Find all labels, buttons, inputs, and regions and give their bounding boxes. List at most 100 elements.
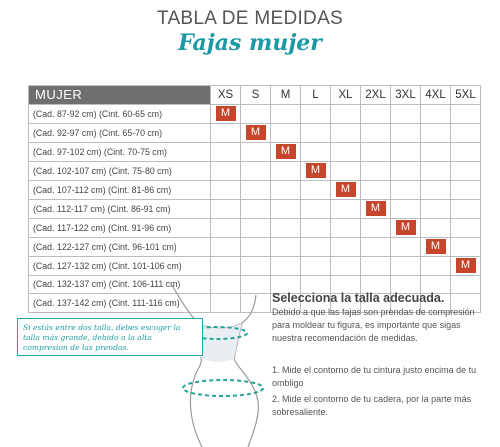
table-row: (Cad. 102-107 cm) (Cint. 75-80 cm) M xyxy=(28,160,481,181)
instructions-heading: Selecciona la talla adecuada. xyxy=(272,291,445,305)
size-cell xyxy=(450,141,481,162)
size-cell xyxy=(300,198,331,219)
table-row: (Cad. 127-132 cm) (Cint. 101-106 cm) M xyxy=(28,255,481,276)
hip-measure-line xyxy=(182,379,264,397)
size-cell xyxy=(240,217,271,238)
size-cell xyxy=(390,179,421,200)
size-cell xyxy=(420,103,451,124)
measurement-label: (Cad. 87-92 cm) (Cint. 60-65 cm) xyxy=(28,103,211,124)
size-cell xyxy=(240,236,271,257)
size-cell xyxy=(390,103,421,124)
size-cell xyxy=(420,217,451,238)
size-advice-text: Si estás entre dos talla, debes escoger … xyxy=(23,323,181,352)
size-cell xyxy=(390,160,421,181)
size-match-marker: M xyxy=(395,219,416,235)
size-cell xyxy=(330,255,361,276)
size-cell xyxy=(390,198,421,219)
size-match-marker: M xyxy=(455,257,476,273)
size-header-4xl: 4XL xyxy=(420,85,451,105)
table-row: (Cad. 132-137 cm) (Cint. 106-111 cm) xyxy=(28,274,481,294)
size-cell xyxy=(240,255,271,276)
size-cell xyxy=(450,179,481,200)
size-header-5xl: 5XL xyxy=(450,85,481,105)
size-cell xyxy=(240,179,271,200)
measurement-label: (Cad. 107-112 cm) (Cint. 81-86 cm) xyxy=(28,179,211,200)
measurement-label: (Cad. 92-97 cm) (Cint. 65-70 cm) xyxy=(28,122,211,143)
size-cell xyxy=(330,217,361,238)
size-cell xyxy=(210,236,241,257)
table-row: (Cad. 122-127 cm) (Cint. 96-101 cm) M xyxy=(28,236,481,257)
size-cell xyxy=(360,179,391,200)
size-cell xyxy=(450,236,481,257)
size-cell xyxy=(270,179,301,200)
table-row: (Cad. 87-92 cm) (Cint. 60-65 cm) M xyxy=(28,103,481,124)
size-header-m: M xyxy=(270,85,301,105)
measurement-label: (Cad. 102-107 cm) (Cint. 75-80 cm) xyxy=(28,160,211,181)
size-cell xyxy=(330,160,361,181)
size-cell xyxy=(390,141,421,162)
body-right-outline xyxy=(233,294,259,447)
size-cell xyxy=(240,160,271,181)
size-cell xyxy=(390,255,421,276)
size-cell xyxy=(210,141,241,162)
size-cell: M xyxy=(360,198,391,219)
size-cell xyxy=(210,122,241,143)
instructions-step-hip: 2. Mide el contorno de tu cadera, por la… xyxy=(272,394,472,418)
page-title: TABLA DE MEDIDAS xyxy=(156,8,344,29)
size-cell xyxy=(390,122,421,143)
size-cell xyxy=(270,255,301,276)
table-row: (Cad. 117-122 cm) (Cint. 91-96 cm) M xyxy=(28,217,481,238)
size-cell xyxy=(210,217,241,238)
size-cell: M xyxy=(270,141,301,162)
size-cell xyxy=(210,179,241,200)
size-match-marker: M xyxy=(275,143,296,159)
size-cell xyxy=(420,179,451,200)
size-cell xyxy=(420,122,451,143)
instructions-intro: Debido a que las fajas son prendas de co… xyxy=(272,307,475,344)
size-cell xyxy=(300,103,331,124)
size-cell xyxy=(360,236,391,257)
size-cell xyxy=(300,255,331,276)
size-cell xyxy=(450,103,481,124)
size-header-2xl: 2XL xyxy=(360,85,391,105)
measurement-label: (Cad. 112-117 cm) (Cint. 86-91 cm) xyxy=(28,198,211,219)
instructions-step-waist: 1. Mide el contorno de tu cintura justo … xyxy=(272,365,477,389)
table-row: (Cad. 97-102 cm) (Cint. 70-75 cm) M xyxy=(28,141,481,162)
table-row: (Cad. 107-112 cm) (Cint. 81-86 cm) M xyxy=(28,179,481,200)
size-cell xyxy=(390,236,421,257)
size-match-marker: M xyxy=(305,162,326,178)
size-cell xyxy=(360,217,391,238)
size-cell xyxy=(330,141,361,162)
size-cell: M xyxy=(420,236,451,257)
size-header-3xl: 3XL xyxy=(390,85,421,105)
size-cell xyxy=(300,236,331,257)
table-row: (Cad. 112-117 cm) (Cint. 86-91 cm) M xyxy=(28,198,481,219)
size-cell xyxy=(210,160,241,181)
size-cell xyxy=(270,160,301,181)
waist-measure-line xyxy=(186,326,248,340)
size-chart-table: MUJER XS S M L XL 2XL 3XL 4XL 5XL (Cad. 87-92 cm… xyxy=(28,85,481,313)
size-cell xyxy=(210,255,241,276)
size-cell xyxy=(360,255,391,276)
size-cell xyxy=(270,217,301,238)
table-row: (Cad. 92-97 cm) (Cint. 65-70 cm) M xyxy=(28,122,481,143)
size-match-marker: M xyxy=(215,105,236,121)
size-match-marker: M xyxy=(245,124,266,140)
size-cell xyxy=(420,255,451,276)
size-cell xyxy=(450,274,481,294)
size-cell xyxy=(330,236,361,257)
size-cell xyxy=(330,122,361,143)
size-cell xyxy=(360,160,391,181)
size-cell xyxy=(360,103,391,124)
size-cell: M xyxy=(300,160,331,181)
size-cell xyxy=(240,103,271,124)
torso-shade xyxy=(193,323,242,362)
size-match-marker: M xyxy=(335,181,356,197)
body-silhouette-illustration xyxy=(171,285,264,447)
size-match-marker: M xyxy=(425,238,446,254)
size-cell xyxy=(420,198,451,219)
size-match-marker: M xyxy=(365,200,386,216)
size-cell xyxy=(360,122,391,143)
size-cell xyxy=(450,293,481,313)
silhouette-outline xyxy=(171,285,203,447)
